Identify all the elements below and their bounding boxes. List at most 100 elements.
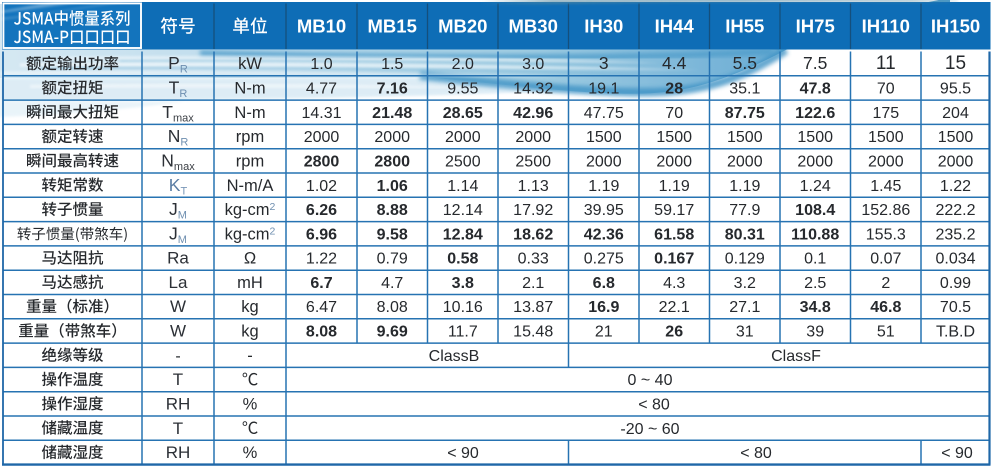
svg-text:39: 39 — [806, 324, 824, 341]
svg-text:222.2: 222.2 — [935, 202, 975, 219]
svg-text:95.5: 95.5 — [940, 81, 971, 98]
svg-text:0.129: 0.129 — [725, 251, 765, 268]
svg-text:6.8: 6.8 — [593, 275, 615, 292]
svg-text:N-m: N-m — [234, 104, 265, 122]
svg-text:5.5: 5.5 — [733, 53, 757, 73]
svg-text:kg: kg — [241, 298, 258, 316]
svg-text:4.7: 4.7 — [381, 275, 403, 292]
svg-text:2000: 2000 — [304, 129, 340, 146]
svg-text:3.2: 3.2 — [734, 275, 756, 292]
svg-text:1500: 1500 — [727, 129, 763, 146]
svg-text:IH75: IH75 — [796, 16, 835, 37]
svg-text:2000: 2000 — [445, 129, 481, 146]
svg-text:12.14: 12.14 — [443, 202, 483, 219]
svg-text:3: 3 — [599, 53, 609, 73]
svg-text:1500: 1500 — [656, 129, 692, 146]
svg-text:11: 11 — [876, 53, 896, 74]
svg-text:14.31: 14.31 — [301, 105, 341, 122]
svg-text:rpm: rpm — [236, 152, 264, 170]
svg-text:MB30: MB30 — [509, 16, 558, 37]
svg-text:16.9: 16.9 — [588, 299, 619, 316]
svg-text:3.0: 3.0 — [522, 56, 544, 73]
svg-text:ClassF: ClassF — [771, 348, 821, 365]
svg-text:0.275: 0.275 — [584, 251, 624, 268]
svg-text:RH: RH — [166, 443, 191, 462]
svg-text:IH110: IH110 — [862, 16, 910, 37]
svg-text:1.13: 1.13 — [518, 178, 549, 195]
svg-text:< 90: < 90 — [447, 445, 479, 462]
svg-text:2800: 2800 — [374, 153, 410, 170]
svg-text:9.55: 9.55 — [447, 81, 478, 98]
svg-text:27.1: 27.1 — [729, 299, 760, 316]
svg-text:< 90: < 90 — [941, 445, 973, 462]
svg-text:2000: 2000 — [374, 129, 410, 146]
svg-text:21: 21 — [595, 324, 613, 341]
svg-text:rpm: rpm — [236, 128, 264, 146]
svg-text:11.7: 11.7 — [448, 324, 478, 341]
svg-text:28.65: 28.65 — [443, 105, 483, 122]
svg-text:1500: 1500 — [938, 129, 974, 146]
svg-text:0.07: 0.07 — [870, 251, 901, 268]
svg-text:42.96: 42.96 — [513, 105, 553, 122]
svg-text:RH: RH — [166, 395, 191, 414]
svg-text:W: W — [170, 297, 186, 316]
svg-text:152.86: 152.86 — [861, 202, 910, 219]
svg-text:110.88: 110.88 — [791, 226, 839, 243]
svg-text:T: T — [173, 370, 183, 389]
svg-text:0.1: 0.1 — [804, 251, 826, 268]
svg-text:2000: 2000 — [515, 129, 551, 146]
svg-text:IH150: IH150 — [931, 16, 980, 37]
svg-text:%: % — [243, 444, 258, 462]
svg-text:1.06: 1.06 — [377, 178, 408, 195]
svg-text:47.8: 47.8 — [800, 81, 831, 98]
svg-text:13.87: 13.87 — [513, 299, 553, 316]
svg-text:0 ~ 40: 0 ~ 40 — [628, 372, 673, 389]
svg-text:N-m: N-m — [234, 80, 265, 98]
svg-text:Ra: Ra — [167, 249, 189, 268]
svg-text:1.22: 1.22 — [306, 251, 337, 268]
svg-text:18.62: 18.62 — [513, 226, 553, 243]
svg-text:61.58: 61.58 — [654, 226, 694, 243]
svg-text:34.8: 34.8 — [800, 299, 831, 316]
svg-text:235.2: 235.2 — [935, 226, 975, 243]
svg-text:15: 15 — [945, 53, 966, 74]
svg-text:204: 204 — [942, 105, 969, 122]
svg-text:6.26: 6.26 — [306, 202, 337, 219]
svg-text:10.16: 10.16 — [443, 299, 483, 316]
svg-text:51: 51 — [877, 324, 895, 341]
svg-text:77.9: 77.9 — [729, 202, 760, 219]
svg-text:-: - — [175, 348, 180, 365]
svg-text:0.58: 0.58 — [447, 251, 478, 268]
svg-text:%: % — [243, 396, 258, 414]
svg-text:26: 26 — [665, 324, 683, 341]
svg-text:15.48: 15.48 — [513, 324, 553, 341]
svg-text:70: 70 — [665, 105, 683, 122]
svg-text:1.5: 1.5 — [381, 56, 403, 73]
svg-text:35.1: 35.1 — [729, 81, 760, 98]
svg-text:kW: kW — [238, 55, 262, 73]
svg-text:8.88: 8.88 — [377, 202, 408, 219]
svg-text:4.4: 4.4 — [662, 53, 687, 73]
svg-text:N-m/A: N-m/A — [227, 177, 274, 195]
svg-text:80.31: 80.31 — [725, 226, 765, 243]
svg-text:1.19: 1.19 — [588, 178, 619, 195]
svg-text:1500: 1500 — [868, 129, 904, 146]
svg-text:IH30: IH30 — [584, 16, 623, 37]
svg-text:MB20: MB20 — [438, 16, 487, 37]
svg-text:4.3: 4.3 — [663, 275, 685, 292]
svg-text:59.17: 59.17 — [654, 202, 694, 219]
svg-text:1.19: 1.19 — [729, 178, 760, 195]
svg-text:9.69: 9.69 — [377, 324, 408, 341]
svg-text:2.0: 2.0 — [452, 56, 474, 73]
svg-text:Ω: Ω — [244, 250, 256, 268]
svg-text:12.84: 12.84 — [443, 226, 483, 243]
svg-text:0.79: 0.79 — [377, 251, 408, 268]
svg-text:ClassB: ClassB — [429, 348, 480, 365]
svg-text:31: 31 — [736, 324, 754, 341]
svg-text:T: T — [173, 419, 183, 438]
svg-text:IH55: IH55 — [725, 16, 764, 37]
svg-text:28: 28 — [665, 81, 683, 98]
svg-text:1.14: 1.14 — [447, 178, 478, 195]
svg-text:W: W — [170, 322, 186, 341]
svg-text:< 80: < 80 — [638, 397, 670, 414]
